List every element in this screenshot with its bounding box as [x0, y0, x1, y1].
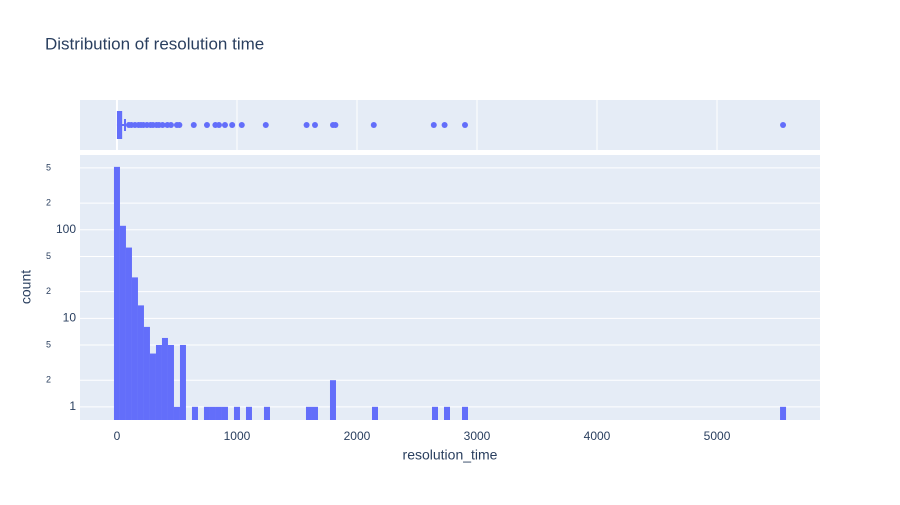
bar [209, 406, 216, 420]
bar [263, 406, 270, 420]
bar [221, 406, 228, 420]
bar [780, 406, 787, 420]
bar [305, 406, 312, 420]
box-plot-area [80, 100, 820, 150]
x-tick-label: 3000 [464, 429, 491, 443]
bar [462, 406, 469, 420]
outlier-point [370, 122, 377, 128]
bar [179, 344, 186, 420]
bar [125, 247, 132, 420]
outlier-point [167, 122, 174, 128]
bar [311, 406, 318, 420]
bar [215, 406, 222, 420]
outlier-point [238, 122, 245, 128]
bar [173, 406, 180, 420]
y-tick-label: 100 [56, 222, 76, 236]
outlier-point [332, 122, 339, 128]
bar [155, 344, 162, 420]
bar [443, 406, 450, 420]
outlier-point [430, 122, 437, 128]
bar [119, 225, 126, 420]
outlier-point [203, 122, 210, 128]
bar [113, 166, 120, 420]
y-tick-label: 1 [69, 399, 76, 413]
x-tick-label: 0 [114, 429, 121, 443]
bar [191, 406, 198, 420]
bar [203, 406, 210, 420]
outlier-point [780, 122, 787, 128]
x-tick-label: 2000 [344, 429, 371, 443]
y-tick-label: 2 [46, 375, 51, 385]
x-tick-label: 5000 [704, 429, 731, 443]
bar [161, 337, 168, 420]
outlier-point [262, 122, 269, 128]
bar [167, 344, 174, 420]
bar [371, 406, 378, 420]
y-tick-label: 5 [46, 339, 51, 349]
outlier-point [176, 122, 183, 128]
x-tick-label: 4000 [584, 429, 611, 443]
outlier-point [221, 122, 228, 128]
y-tick-label: 2 [46, 198, 51, 208]
outlier-point [441, 122, 448, 128]
outlier-point [462, 122, 469, 128]
bar [329, 380, 336, 420]
outlier-point [190, 122, 197, 128]
bar [245, 406, 252, 420]
bar [233, 406, 240, 420]
y-tick-label: 5 [46, 251, 51, 261]
bar [149, 353, 156, 420]
y-tick-label: 2 [46, 286, 51, 296]
outlier-point [303, 122, 310, 128]
outlier-point [229, 122, 236, 128]
x-axis-title: resolution_time [403, 447, 498, 463]
x-tick-label: 1000 [224, 429, 251, 443]
y-tick-label: 10 [63, 310, 77, 324]
y-tick-label: 5 [46, 162, 51, 172]
outlier-point [159, 122, 166, 128]
bar [143, 326, 150, 420]
bar [131, 277, 138, 420]
outlier-point [311, 122, 318, 128]
chart-title: Distribution of resolution time [45, 34, 264, 53]
plot-area [80, 155, 820, 420]
y-axis-title: count [18, 270, 34, 304]
bar [137, 305, 144, 420]
outlier-point [215, 122, 222, 128]
bar [431, 406, 438, 420]
